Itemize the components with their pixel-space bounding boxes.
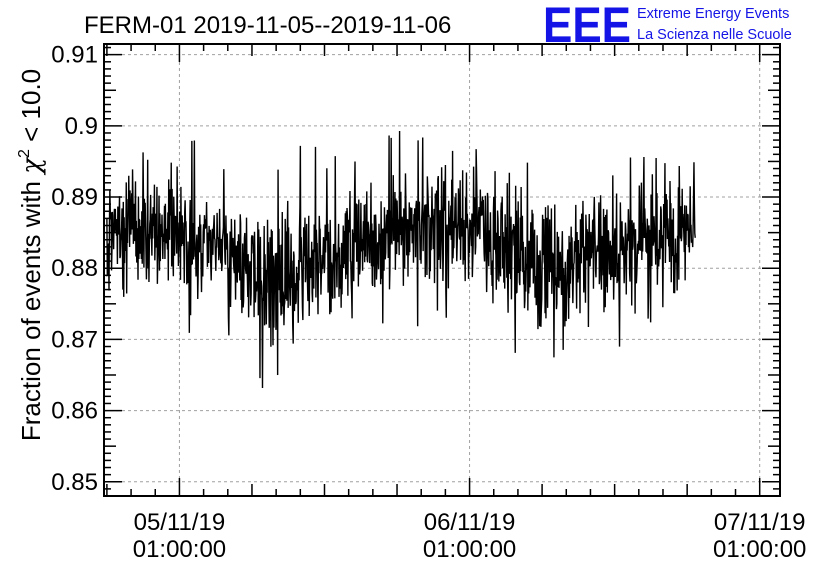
logo-mark: EEE [543,0,631,53]
y-tick-label: 0.91 [51,42,98,69]
plot-frame [103,43,781,497]
y-tick-label: 0.88 [51,255,98,282]
x-tick-date: 06/11/19 [424,509,516,536]
data-series [106,130,696,388]
axes [103,43,781,497]
x-tick-time: 01:00:00 [713,536,806,563]
y-axis-label: Fraction of events with χ2 < 10.0 [16,69,47,441]
x-tick-time: 01:00:00 [423,536,516,563]
logo-line1: Extreme Energy Events [637,6,789,22]
series-line [106,130,696,388]
logo-line2: La Scienza nelle Scuole [637,27,792,43]
y-label-prefix: Fraction of events with [16,174,46,441]
y-tick-label: 0.9 [65,113,98,140]
y-tick-label: 0.87 [51,326,98,353]
eee-logo: EEE Extreme Energy Events La Scienza nel… [543,0,792,53]
x-tick-date: 07/11/19 [714,509,806,536]
y-label-chi: χ [17,156,47,176]
tick-labels: 0.850.860.870.880.890.90.9105/11/1901:00… [51,42,806,563]
x-tick-date: 05/11/19 [134,509,226,536]
y-tick-label: 0.86 [51,398,98,425]
y-label-suffix: < 10.0 [16,69,46,149]
chart-title: FERM-01 2019-11-05--2019-11-06 [84,12,451,39]
y-tick-label: 0.89 [51,184,98,211]
x-tick-time: 01:00:00 [133,536,226,563]
y-tick-label: 0.85 [51,469,98,496]
y-label-sup: 2 [16,149,33,158]
